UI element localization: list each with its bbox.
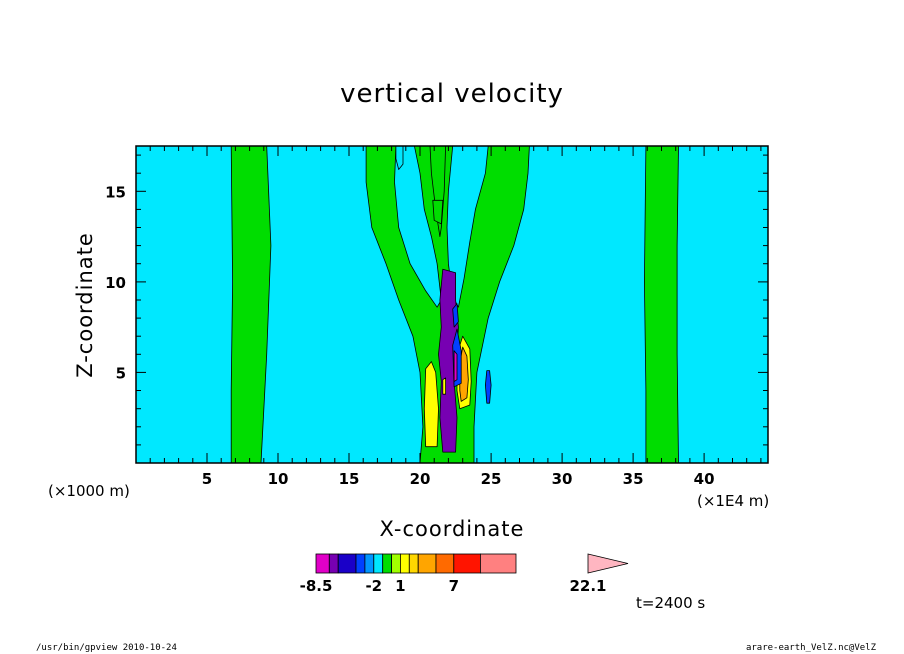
colorbar-segment [337, 553, 357, 574]
colorbar-label: 7 [449, 577, 459, 595]
colorbar-label: -8.5 [300, 577, 333, 595]
chart-title: vertical velocity [340, 79, 564, 109]
y-axis-label: Z-coordinate [73, 232, 97, 378]
y-tick-label: 15 [105, 183, 126, 201]
y-tick-label: 5 [116, 364, 126, 382]
contour-right-orange [459, 346, 469, 402]
colorbar-segment [315, 553, 330, 574]
contour-right-blue-dot [484, 370, 492, 404]
colorbar-segment [373, 553, 384, 574]
x-tick-label: 10 [268, 470, 289, 488]
x-scale-note: (×1E4 m) [697, 492, 769, 510]
contour-upper-patch [432, 199, 444, 225]
colorbar-segment [364, 553, 375, 574]
contour-core-blue-top [452, 303, 459, 328]
x-tick-label: 35 [623, 470, 644, 488]
contour-left-band [230, 146, 272, 463]
colorbar-segment [408, 553, 419, 574]
colorbar-segment [435, 553, 455, 574]
x-tick-label: 40 [694, 470, 715, 488]
x-tick-label: 20 [410, 470, 431, 488]
x-tick-label: 30 [552, 470, 573, 488]
contour-upper-left-yellow [423, 361, 439, 448]
colorbar-segment [355, 553, 366, 574]
x-unit-note: (×1000 m) [48, 482, 130, 500]
x-tick-labels: 5 10 15 20 25 30 35 40 [202, 470, 715, 488]
colorbar-label: -2 [365, 577, 382, 595]
x-tick-label: 15 [339, 470, 360, 488]
colorbar [315, 553, 629, 574]
x-tick-label: 5 [202, 470, 212, 488]
contour-core-magenta [453, 350, 458, 382]
footer-left: /usr/bin/gpview 2010-10-24 [36, 643, 177, 653]
contour-plume-hole-right [446, 146, 489, 308]
y-tick-labels: 5 10 15 [105, 183, 126, 382]
colorbar-label: 22.1 [569, 577, 606, 595]
contour-core-small-yellow [442, 377, 447, 395]
colorbar-segment [399, 553, 410, 574]
colorbar-segment [391, 553, 401, 574]
colorbar-segment [417, 553, 437, 574]
colorbar-label: 1 [395, 577, 405, 595]
y-axis-ticks [136, 154, 768, 446]
x-tick-label: 25 [481, 470, 502, 488]
contour-regions [230, 146, 679, 463]
plot-frame [135, 145, 769, 464]
contour-top-blob-left [395, 146, 404, 170]
colorbar-segment [453, 553, 481, 574]
contour-right-band [644, 146, 679, 463]
colorbar-labels: -8.5 -2 1 7 22.1 [300, 577, 607, 595]
footer-right: arare-earth_VelZ.nc@VelZ [746, 643, 877, 653]
colorbar-segment [382, 553, 393, 574]
colorbar-segment [328, 553, 339, 574]
y-tick-label: 10 [105, 274, 126, 292]
colorbar-extend-arrow [587, 553, 629, 574]
colorbar-segment [479, 553, 517, 574]
x-axis-ticks [149, 146, 762, 463]
x-axis-label: X-coordinate [380, 517, 525, 541]
time-label: t=2400 s [636, 594, 705, 612]
